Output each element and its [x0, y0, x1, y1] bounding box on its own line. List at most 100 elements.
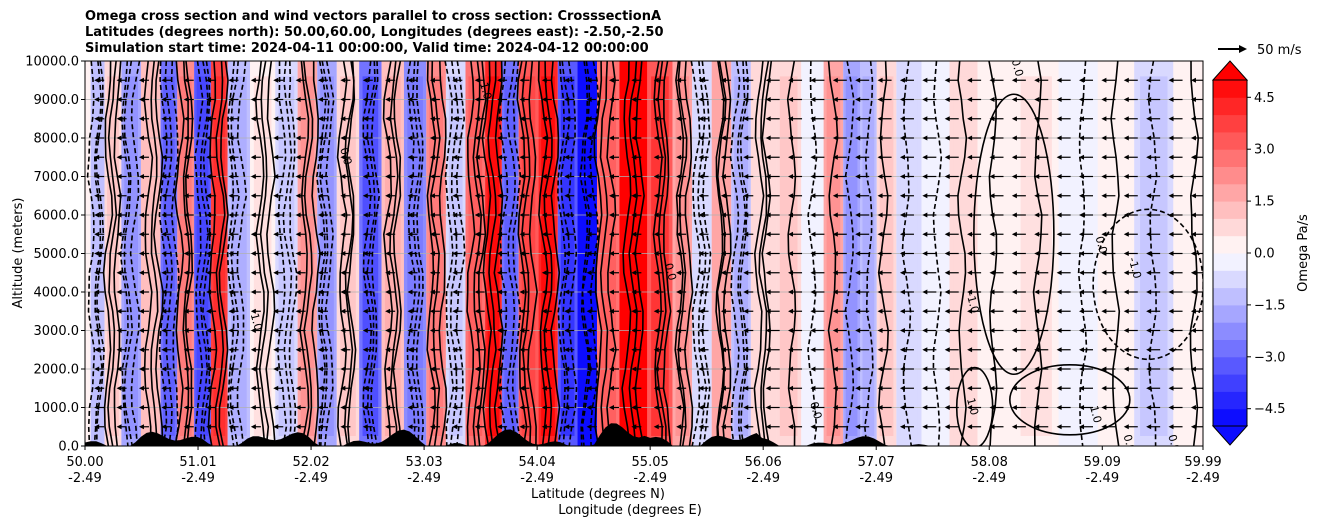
wind-vector-head: [519, 366, 525, 372]
wind-vector-head: [273, 328, 279, 333]
wind-vector-head: [1056, 347, 1062, 353]
wind-vector-head: [94, 405, 100, 410]
wind-vector-head: [161, 212, 167, 218]
wind-vector-head: [340, 251, 346, 256]
wind-vector-head: [698, 212, 704, 218]
wind-vector-head: [340, 97, 346, 102]
negative-contour: [282, 61, 293, 446]
wind-vector-head: [564, 135, 570, 141]
terrain-profile: [85, 423, 947, 446]
wind-vector-head: [1123, 154, 1129, 160]
wind-vector-head: [989, 77, 995, 83]
colorbar: 4.5 3.0 1.5 0.0 −1.5 −3.0 −4.5 Omega Pa/s: [1211, 60, 1311, 446]
wind-vector-head: [743, 308, 749, 314]
wind-vector-head: [1034, 385, 1040, 391]
wind-vector-head: [608, 405, 614, 410]
wind-vector-head: [1123, 347, 1129, 353]
wind-vector-head: [1168, 116, 1174, 122]
wind-vector-head: [1168, 174, 1174, 179]
wind-vector-head: [631, 347, 637, 353]
wind-vector-head: [832, 212, 838, 218]
wind-vector-head: [116, 154, 122, 160]
wind-vector-head: [497, 193, 503, 199]
wind-vector-head: [676, 347, 682, 353]
wind-vector-head: [206, 424, 212, 430]
wind-vector-head: [922, 424, 928, 430]
wind-vector-head: [1168, 270, 1174, 276]
colorbar-segment: [1213, 339, 1247, 358]
negative-contour: [170, 61, 180, 446]
wind-vector-head: [474, 116, 480, 122]
wind-vector-head: [855, 289, 861, 295]
wind-vector-head: [832, 270, 838, 276]
y-tick-label: 2000.0: [34, 363, 80, 378]
wind-vector-head: [295, 193, 301, 199]
wind-vector-head: [810, 212, 816, 218]
omega-band-core: [163, 76, 175, 437]
wind-vector-head: [183, 308, 189, 314]
wind-vector-head: [832, 174, 838, 179]
wind-vector-head: [295, 154, 301, 160]
omega-band-core: [320, 76, 334, 437]
wind-vector-head: [1168, 289, 1174, 295]
wind-vector-head: [273, 154, 279, 160]
wind-vector-head: [564, 231, 570, 237]
wind-vector-head: [1146, 328, 1152, 333]
wind-vector-head: [94, 97, 100, 102]
wind-vector-head: [138, 385, 144, 391]
wind-vector-head: [541, 97, 547, 102]
wind-vector-head: [1079, 424, 1085, 430]
wind-vector-head: [1146, 174, 1152, 179]
wind-vector-head: [228, 251, 234, 256]
wind-vector-head: [653, 347, 659, 353]
wind-vector-head: [250, 385, 256, 391]
wind-vector-head: [967, 135, 973, 141]
wind-vector-head: [944, 366, 950, 372]
wind-vector-head: [94, 251, 100, 256]
wind-vector-head: [1168, 347, 1174, 353]
wind-vector-head: [452, 97, 458, 102]
wind-vector-head: [519, 135, 525, 141]
wind-vector-head: [250, 308, 256, 314]
wind-vector-head: [832, 328, 838, 333]
wind-vector-head: [1101, 116, 1107, 122]
wind-vector-head: [855, 347, 861, 353]
wind-vector-head: [1079, 154, 1085, 160]
wind-vector-head: [564, 385, 570, 391]
wind-vector-head: [519, 193, 525, 199]
wind-vector-head: [273, 174, 279, 179]
colorbar-segment: [1213, 235, 1247, 254]
wind-vector-head: [116, 116, 122, 122]
wind-vector-head: [116, 231, 122, 237]
wind-vector-head: [899, 251, 905, 256]
wind-vector-head: [318, 385, 324, 391]
wind-vector-head: [519, 212, 525, 218]
wind-vector-head: [720, 154, 726, 160]
wind-vector-head: [1011, 405, 1017, 410]
wind-vector-head: [541, 405, 547, 410]
wind-vector-head: [1190, 405, 1196, 410]
wind-vector-head: [743, 289, 749, 295]
wind-vector-head: [586, 424, 592, 430]
wind-vector-head: [385, 347, 391, 353]
wind-vector-head: [1011, 424, 1017, 430]
wind-vector-head: [519, 116, 525, 122]
omega-band-core: [623, 76, 644, 437]
wind-vector-head: [452, 347, 458, 353]
wind-vector-head: [698, 366, 704, 372]
wind-vector-head: [1101, 270, 1107, 276]
wind-vector-head: [1168, 385, 1174, 391]
wind-vector-head: [899, 289, 905, 295]
wind-vector-head: [944, 385, 950, 391]
wind-vector-head: [788, 212, 794, 218]
wind-vector-head: [877, 135, 883, 141]
positive-contour: [758, 61, 770, 446]
wind-vector-head: [676, 308, 682, 314]
positive-contour: [683, 61, 694, 446]
wind-vector-head: [273, 116, 279, 122]
wind-vector-head: [1146, 77, 1152, 83]
wind-vector-head: [497, 270, 503, 276]
wind-vector-head: [429, 385, 435, 391]
wind-vector-head: [788, 193, 794, 199]
wind-vector-head: [541, 347, 547, 353]
